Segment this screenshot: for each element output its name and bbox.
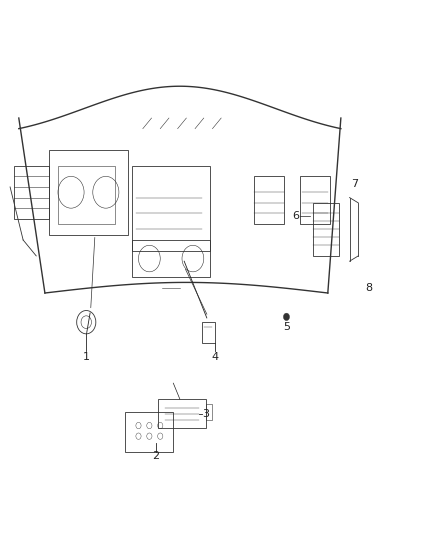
- Bar: [14, 166, 49, 219]
- Text: 6: 6: [293, 211, 300, 221]
- Text: 1: 1: [83, 352, 90, 361]
- Text: 4: 4: [211, 352, 218, 361]
- Text: 7: 7: [351, 179, 358, 189]
- Bar: [300, 176, 330, 224]
- Text: 2: 2: [152, 451, 159, 462]
- Bar: [201, 322, 215, 343]
- Bar: [125, 413, 173, 452]
- Bar: [313, 203, 339, 256]
- Bar: [132, 240, 210, 277]
- Bar: [206, 405, 212, 420]
- Bar: [158, 399, 206, 428]
- Text: 3: 3: [202, 409, 209, 419]
- Text: 5: 5: [283, 322, 290, 333]
- Text: 8: 8: [366, 282, 373, 293]
- Circle shape: [283, 313, 290, 320]
- Bar: [49, 150, 127, 235]
- Bar: [254, 176, 284, 224]
- Bar: [58, 166, 115, 224]
- Bar: [132, 166, 210, 251]
